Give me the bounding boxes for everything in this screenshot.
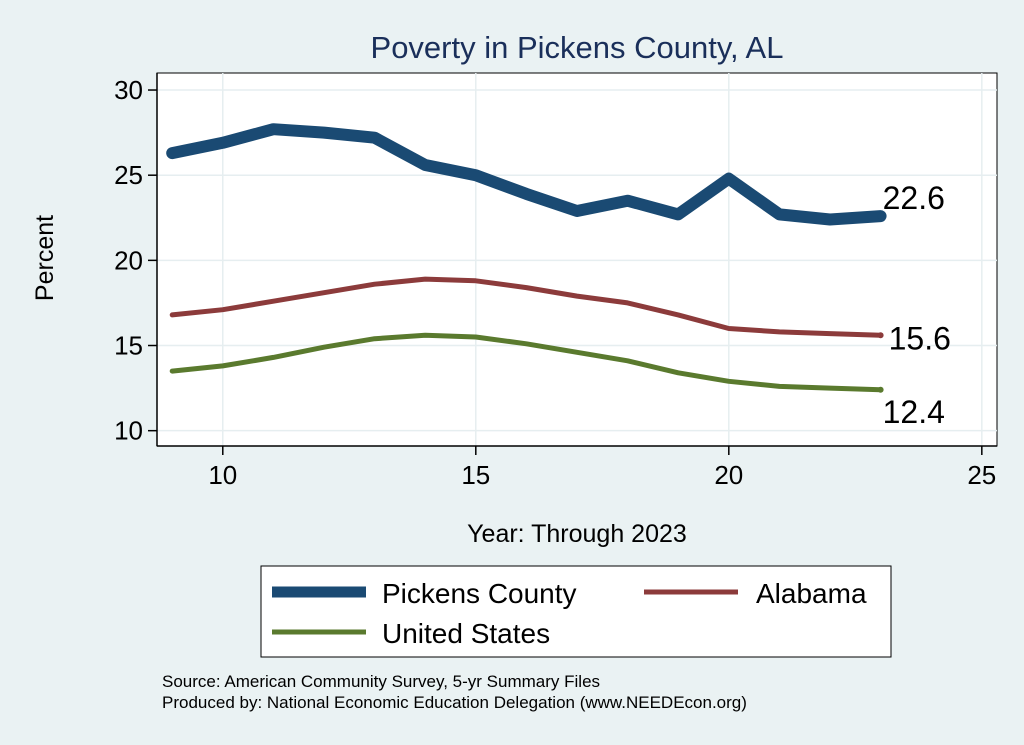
y-tick-label: 10 (114, 416, 143, 446)
legend-label-pickens-county: Pickens County (382, 578, 577, 609)
legend-label-united-states: United States (382, 618, 550, 649)
y-tick-label: 15 (114, 331, 143, 361)
x-tick-label: 20 (714, 460, 743, 490)
y-tick-label: 25 (114, 160, 143, 190)
x-axis-label: Year: Through 2023 (467, 520, 687, 548)
legend: Pickens County Alabama United States (260, 565, 892, 658)
y-tick-label: 20 (114, 245, 143, 275)
legend-box (260, 565, 892, 658)
end-label-alabama: 15.6 (889, 320, 951, 356)
x-tick-label: 25 (967, 460, 996, 490)
end-label-united-states: 12.4 (883, 394, 945, 430)
end-label-pickens-county: 22.6 (883, 180, 945, 216)
end-marker-alabama (877, 332, 884, 339)
series-lines (166, 123, 887, 393)
legend-label-alabama: Alabama (756, 578, 867, 609)
producer-note: Produced by: National Economic Education… (162, 693, 747, 712)
x-tick-label: 10 (208, 460, 237, 490)
chart-title: Poverty in Pickens County, AL (371, 30, 784, 65)
series-line-alabama (169, 276, 884, 338)
y-tick-label: 30 (114, 75, 143, 105)
y-axis-label: Percent (31, 215, 59, 301)
end-marker-united-states (877, 386, 884, 393)
series-line-united-states (169, 332, 884, 393)
source-note: Source: American Community Survey, 5-yr … (162, 672, 600, 691)
end-labels: 22.6 15.6 12.4 (883, 180, 951, 430)
gridlines (157, 73, 997, 446)
y-axis-ticks: 10 15 20 25 30 (114, 75, 157, 446)
x-axis-ticks: 10 15 20 25 (208, 446, 996, 490)
x-tick-label: 15 (461, 460, 490, 490)
end-marker-pickens-county (877, 213, 884, 220)
series-line-pickens-county (166, 123, 887, 226)
